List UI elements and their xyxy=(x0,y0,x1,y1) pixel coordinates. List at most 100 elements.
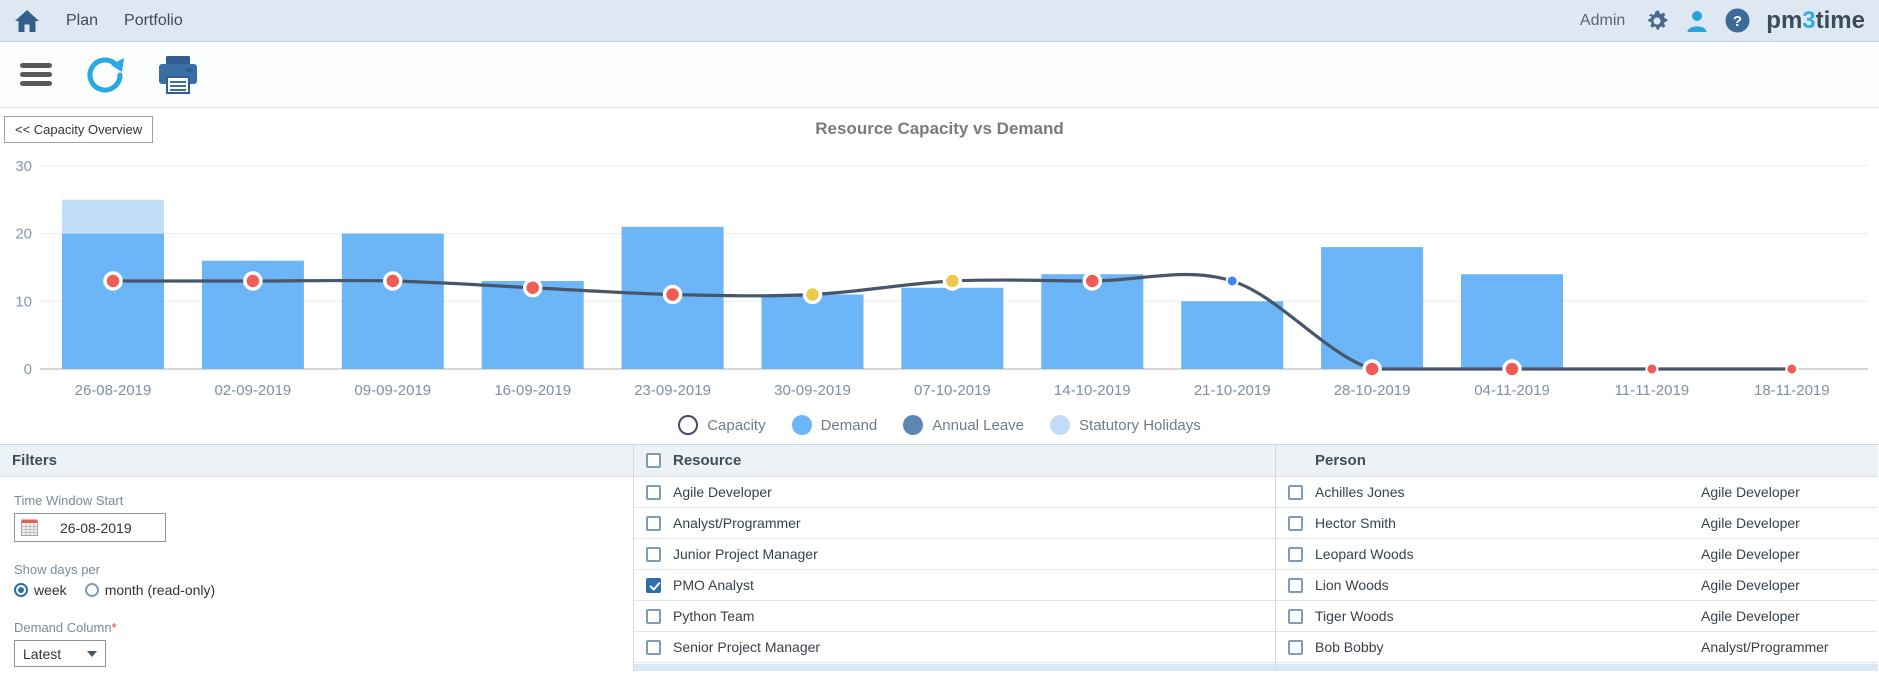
legend-item[interactable]: Demand xyxy=(792,415,878,435)
print-icon[interactable] xyxy=(156,55,200,95)
resource-name: Senior Project Manager xyxy=(673,639,820,655)
person-name: Achilles Jones xyxy=(1315,484,1405,500)
x-axis-label: 23-09-2019 xyxy=(634,382,711,399)
legend-item[interactable]: Annual Leave xyxy=(903,415,1024,435)
radio-week[interactable] xyxy=(14,583,28,597)
svg-text:0: 0 xyxy=(24,361,32,378)
nav-item-plan[interactable]: Plan xyxy=(66,12,98,30)
person-panel: Person Achilles JonesAgile DeveloperHect… xyxy=(1275,445,1878,671)
capacity-point xyxy=(665,287,681,303)
svg-text:30: 30 xyxy=(15,158,32,175)
toolbar xyxy=(0,42,1879,108)
legend-label: Demand xyxy=(821,417,878,434)
resource-footer-strip xyxy=(634,664,1275,671)
resource-name: PMO Analyst xyxy=(673,577,754,593)
x-axis-label: 09-09-2019 xyxy=(354,382,431,399)
filters-header: Filters xyxy=(0,445,633,477)
person-row[interactable]: Hector SmithAgile Developer xyxy=(1276,508,1878,539)
x-axis-label: 21-10-2019 xyxy=(1194,382,1271,399)
radio-month[interactable] xyxy=(85,583,99,597)
menu-hamburger-icon[interactable] xyxy=(18,60,54,90)
chart-title: Resource Capacity vs Demand xyxy=(0,108,1879,139)
resource-name: Analyst/Programmer xyxy=(673,515,801,531)
resource-row[interactable]: PMO Analyst xyxy=(634,570,1275,601)
row-checkbox[interactable] xyxy=(1288,547,1303,562)
capacity-point xyxy=(1646,364,1657,375)
row-checkbox[interactable] xyxy=(646,609,661,624)
capacity-demand-chart: 010203026-08-201902-09-201909-09-201916-… xyxy=(0,139,1879,405)
row-checkbox[interactable] xyxy=(646,640,661,655)
time-window-start-value: 26-08-2019 xyxy=(60,520,132,536)
x-axis-label: 14-10-2019 xyxy=(1054,382,1131,399)
show-days-per-label: Show days per xyxy=(14,562,619,577)
resource-select-all-checkbox[interactable] xyxy=(646,453,661,468)
row-checkbox-checked[interactable] xyxy=(646,578,661,593)
resource-row[interactable]: Agile Developer xyxy=(634,477,1275,508)
person-role: Agile Developer xyxy=(1701,546,1800,562)
row-checkbox[interactable] xyxy=(1288,516,1303,531)
person-row[interactable]: Bob Bobby Analyst/Programmer xyxy=(1276,632,1878,663)
top-nav-bar: Plan Portfolio Admin ? pm3time xyxy=(0,0,1879,42)
row-checkbox[interactable] xyxy=(1288,640,1303,655)
row-checkbox[interactable] xyxy=(1288,485,1303,500)
demand-bar xyxy=(62,234,164,369)
user-profile-icon[interactable] xyxy=(1685,9,1709,33)
person-footer-strip xyxy=(1276,664,1878,671)
demand-bar xyxy=(901,288,1003,369)
resource-row[interactable]: Senior Project Manager xyxy=(634,632,1275,663)
calendar-icon[interactable] xyxy=(21,519,38,536)
person-role: Agile Developer xyxy=(1701,484,1800,500)
capacity-overview-back-button[interactable]: << Capacity Overview xyxy=(4,116,153,143)
annual-leave-swatch xyxy=(903,415,923,435)
admin-menu[interactable]: Admin xyxy=(1580,12,1625,30)
demand-swatch xyxy=(792,415,812,435)
time-window-start-input[interactable]: 26-08-2019 xyxy=(14,513,166,542)
resource-row[interactable]: Python Team xyxy=(634,601,1275,632)
home-icon[interactable] xyxy=(14,9,40,33)
row-checkbox[interactable] xyxy=(1288,578,1303,593)
radio-week-label[interactable]: week xyxy=(34,582,67,598)
capacity-point xyxy=(1364,361,1380,377)
demand-column-select[interactable]: Latest xyxy=(14,640,106,667)
legend-item[interactable]: Statutory Holidays xyxy=(1050,415,1201,435)
row-checkbox[interactable] xyxy=(646,516,661,531)
resource-row[interactable]: Junior Project Manager xyxy=(634,539,1275,570)
x-axis-label: 07-10-2019 xyxy=(914,382,991,399)
resource-row[interactable]: Analyst/Programmer xyxy=(634,508,1275,539)
person-row[interactable]: Leopard WoodsAgile Developer xyxy=(1276,539,1878,570)
person-title: Person xyxy=(1315,452,1366,469)
person-row[interactable]: Tiger WoodsAgile Developer xyxy=(1276,601,1878,632)
help-icon[interactable]: ? xyxy=(1725,8,1750,33)
refresh-icon[interactable] xyxy=(84,54,126,96)
settings-gear-icon[interactable] xyxy=(1645,9,1669,33)
x-axis-label: 28-10-2019 xyxy=(1334,382,1411,399)
capacity-point xyxy=(944,273,960,289)
person-name: Tiger Woods xyxy=(1315,608,1394,624)
person-name: Bob Bobby xyxy=(1315,639,1384,655)
resource-header: Resource xyxy=(634,445,1275,477)
capacity-point xyxy=(245,273,261,289)
demand-bar xyxy=(1181,301,1283,369)
chart-legend: Capacity Demand Annual Leave Statutory Holi… xyxy=(0,406,1879,444)
row-checkbox[interactable] xyxy=(1288,609,1303,624)
person-header: Person xyxy=(1276,445,1878,477)
x-axis-label: 30-09-2019 xyxy=(774,382,851,399)
bottom-panels: Filters Time Window Start xyxy=(0,444,1879,671)
statutory-holidays-swatch xyxy=(1050,415,1070,435)
person-role: Analyst/Programmer xyxy=(1701,639,1829,655)
nav-item-portfolio[interactable]: Portfolio xyxy=(124,12,183,30)
radio-month-label[interactable]: month (read-only) xyxy=(105,582,216,598)
capacity-swatch xyxy=(678,415,698,435)
person-role: Agile Developer xyxy=(1701,515,1800,531)
resource-title: Resource xyxy=(673,452,741,469)
person-row[interactable]: Achilles Jones Agile Developer xyxy=(1276,477,1878,508)
legend-item[interactable]: Capacity xyxy=(678,415,765,435)
row-checkbox[interactable] xyxy=(646,485,661,500)
row-checkbox[interactable] xyxy=(646,547,661,562)
legend-label: Capacity xyxy=(707,417,765,434)
person-row[interactable]: Lion WoodsAgile Developer xyxy=(1276,570,1878,601)
time-window-start-label: Time Window Start xyxy=(14,493,619,508)
svg-text:10: 10 xyxy=(15,293,32,310)
svg-text:?: ? xyxy=(1733,13,1742,30)
filters-panel: Filters Time Window Start xyxy=(0,445,633,671)
